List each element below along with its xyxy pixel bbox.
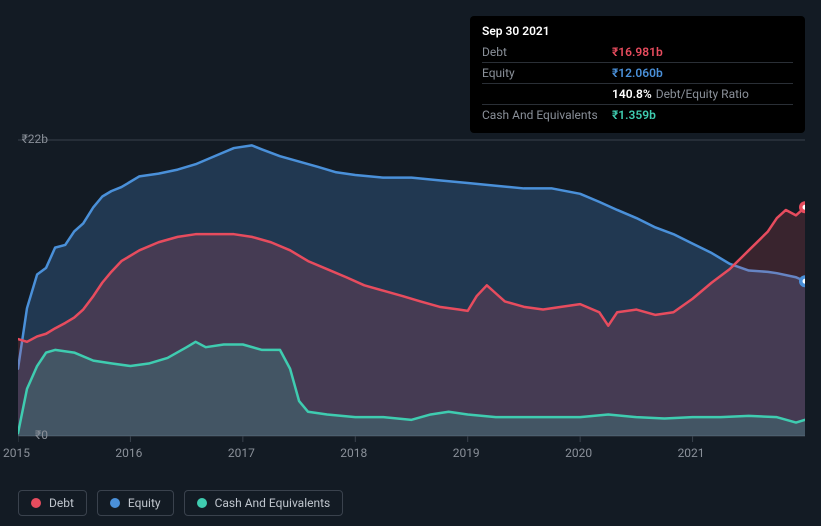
- legend-item[interactable]: Cash And Equivalents: [184, 490, 344, 516]
- legend-label: Cash And Equivalents: [215, 496, 331, 510]
- legend-dot-icon: [110, 498, 120, 508]
- tooltip-label: [482, 87, 612, 101]
- tooltip-row: Cash And Equivalents₹1.359b: [482, 104, 793, 125]
- tooltip-label: Debt: [482, 45, 612, 59]
- x-axis-label: 2021: [678, 446, 705, 460]
- legend: Debt Equity Cash And Equivalents: [18, 490, 343, 516]
- y-axis-label: ₹0: [18, 428, 48, 442]
- tooltip-value: ₹16.981b: [612, 45, 663, 59]
- x-axis-label: 2019: [453, 446, 480, 460]
- tooltip-ratio: 140.8% Debt/Equity Ratio: [612, 87, 749, 101]
- chart-tooltip: Sep 30 2021 Debt₹16.981bEquity₹12.060b14…: [470, 16, 805, 133]
- legend-item[interactable]: Debt: [18, 490, 87, 516]
- tooltip-ratio-label: Debt/Equity Ratio: [656, 87, 749, 101]
- chart-svg: [18, 120, 805, 476]
- x-axis-label: 2018: [340, 446, 367, 460]
- y-axis-label: ₹22b: [18, 132, 48, 146]
- tooltip-row: 140.8% Debt/Equity Ratio: [482, 83, 793, 104]
- chart-container: ₹22b₹02015201620172018201920202021: [18, 120, 805, 476]
- x-axis-label: 2020: [565, 446, 592, 460]
- x-axis-label: 2016: [115, 446, 142, 460]
- legend-dot-icon: [197, 498, 207, 508]
- legend-item[interactable]: Equity: [97, 490, 174, 516]
- tooltip-row: Debt₹16.981b: [482, 42, 793, 62]
- x-axis-label: 2015: [3, 446, 30, 460]
- x-axis-label: 2017: [228, 446, 255, 460]
- tooltip-value: ₹1.359b: [612, 108, 656, 122]
- legend-dot-icon: [31, 498, 41, 508]
- tooltip-row: Equity₹12.060b: [482, 62, 793, 83]
- legend-label: Debt: [49, 496, 74, 510]
- tooltip-label: Cash And Equivalents: [482, 108, 612, 122]
- tooltip-label: Equity: [482, 66, 612, 80]
- tooltip-value: ₹12.060b: [612, 66, 663, 80]
- legend-label: Equity: [128, 496, 161, 510]
- tooltip-date: Sep 30 2021: [482, 24, 793, 38]
- tooltip-ratio-pct: 140.8%: [612, 87, 652, 101]
